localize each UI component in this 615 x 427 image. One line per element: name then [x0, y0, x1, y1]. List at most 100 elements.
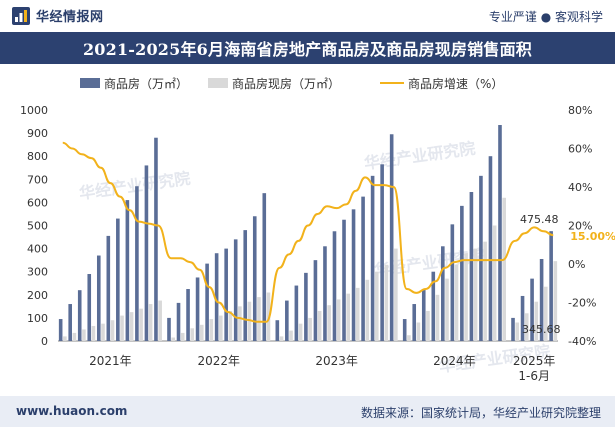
- bar-commercial-housing: [412, 304, 417, 341]
- bar-existing-housing: [445, 278, 449, 341]
- bar-existing-housing: [228, 310, 233, 341]
- legend-label: 商品房（万㎡）: [104, 76, 188, 91]
- bar-existing-housing: [180, 332, 185, 341]
- bar-existing-housing: [473, 248, 478, 341]
- bar-existing-housing: [72, 332, 77, 341]
- bar-existing-housing: [190, 328, 195, 341]
- bar-commercial-housing: [243, 230, 248, 341]
- y-left-tick-label: 400: [27, 243, 48, 256]
- bar-existing-housing: [120, 315, 124, 341]
- bar-existing-housing: [279, 336, 284, 341]
- bar-existing-housing: [129, 312, 134, 341]
- bar-commercial-housing: [58, 319, 63, 341]
- axes: 0 100 200 300 400 500 600 700 800 900 1000 -40% -20%…: [20, 104, 596, 383]
- x-tick-label: 2021年: [89, 354, 132, 368]
- bar-commercial-housing: [342, 219, 346, 341]
- bar-commercial-housing: [116, 218, 120, 341]
- brand-logo-icon: [12, 6, 30, 25]
- bar-commercial-housing: [421, 289, 426, 341]
- x-tick-label: 2022年: [197, 354, 240, 368]
- bar-existing-housing: [365, 279, 370, 341]
- y-left-tick-label: 200: [27, 289, 48, 302]
- bar-commercial-housing: [285, 300, 289, 341]
- bar-existing-housing: [416, 322, 421, 341]
- y-left-tick-label: 300: [27, 266, 48, 279]
- bar-existing-housing: [407, 335, 411, 341]
- bar-commercial-housing: [224, 248, 228, 341]
- top-bar: 华经情报网 专业严谨 ● 客观科学: [0, 0, 615, 30]
- line-series: [62, 141, 554, 323]
- bar-commercial-housing: [144, 165, 149, 341]
- bar-existing-housing: [63, 336, 67, 341]
- bar-commercial-housing: [214, 253, 219, 341]
- bar-commercial-housing: [520, 295, 525, 341]
- website-link[interactable]: www.huaon.com: [16, 404, 128, 418]
- bar-existing-housing: [327, 305, 331, 341]
- chart-title: 2021-2025年6月海南省房地产商品房及商品房现房销售面积: [82, 40, 533, 59]
- y-right-tick-label: 0%: [568, 258, 585, 271]
- y-left-tick-label: 0: [41, 335, 48, 348]
- y-right-tick-label: 40%: [568, 181, 592, 194]
- bar-commercial-housing: [530, 278, 534, 341]
- y-right-tick-label: 60%: [568, 143, 592, 156]
- bar-existing-housing: [426, 310, 430, 341]
- bar-commercial-housing: [186, 289, 190, 341]
- bar-commercial-housing: [304, 272, 308, 341]
- bar-commercial-housing: [125, 200, 130, 341]
- y-right-tick-label: 20%: [568, 220, 592, 233]
- y-left-tick-label: 700: [27, 173, 48, 186]
- bar-existing-housing: [375, 271, 379, 341]
- bar-commercial-housing: [87, 274, 92, 341]
- bar-commercial-housing: [332, 231, 337, 341]
- bar-commercial-housing: [389, 134, 394, 341]
- brand: 华经情报网: [12, 6, 104, 25]
- footer: www.huaon.com 数据来源：国家统计局，华经产业研究院整理: [0, 396, 615, 427]
- bar-existing-housing: [158, 300, 162, 341]
- bar-commercial-housing: [498, 125, 502, 341]
- bar-existing-housing: [346, 293, 351, 341]
- bar-commercial-housing: [549, 231, 553, 341]
- bar-existing-housing: [544, 286, 548, 341]
- y-right-tick-label: 80%: [568, 104, 592, 117]
- bar-commercial-housing: [205, 263, 209, 341]
- watermark-text: 华经产业研究院: [363, 139, 477, 173]
- bar-existing-housing: [257, 297, 261, 341]
- legend: 商品房（万㎡） 商品房现房（万㎡） 商品房增速（%）: [80, 76, 503, 91]
- legend-label: 商品房现房（万㎡）: [232, 76, 340, 91]
- data-label-growth: 15.00%: [570, 230, 615, 243]
- bar-existing-housing: [148, 304, 153, 341]
- bar-existing-housing: [534, 301, 539, 341]
- y-right-tick-label: -20%: [568, 297, 596, 310]
- bar-existing-housing: [289, 330, 293, 341]
- bar-commercial-housing: [469, 192, 474, 341]
- bar-existing-housing: [464, 253, 468, 341]
- bar-existing-housing: [553, 261, 558, 341]
- bar-commercial-housing: [488, 156, 493, 341]
- growth-rate-line: [62, 141, 554, 323]
- data-label-commercial: 475.48: [520, 213, 559, 226]
- y-left-tick-label: 800: [27, 150, 48, 163]
- bar-existing-housing: [247, 301, 252, 341]
- watermark-text: 华经产业研究院: [78, 169, 192, 203]
- x-tick-label: 2025年 1-6月: [513, 354, 556, 383]
- bar-commercial-housing: [275, 320, 280, 341]
- y-right-tick-label: -40%: [568, 335, 596, 348]
- bar-commercial-housing: [323, 246, 327, 341]
- bar-commercial-housing: [252, 216, 257, 341]
- bar-commercial-housing: [96, 255, 101, 341]
- bar-existing-housing: [298, 323, 303, 341]
- bar-commercial-housing: [450, 224, 455, 341]
- bar-commercial-housing: [431, 271, 436, 341]
- bar-existing-housing: [209, 319, 214, 341]
- bar-existing-housing: [515, 322, 520, 341]
- bar-existing-housing: [492, 225, 497, 341]
- data-labels: 475.48 345.68 15.00%: [520, 213, 615, 336]
- bar-existing-housing: [101, 323, 105, 341]
- bar-existing-housing: [91, 325, 96, 341]
- bar-existing-housing: [219, 315, 223, 341]
- data-source: 数据来源：国家统计局，华经产业研究院整理: [360, 406, 601, 420]
- bar-commercial-housing: [460, 205, 464, 341]
- x-tick-label: 2023年: [315, 354, 358, 368]
- tagline: 专业严谨 ● 客观科学: [488, 10, 603, 24]
- y-left-tick-label: 600: [27, 196, 48, 209]
